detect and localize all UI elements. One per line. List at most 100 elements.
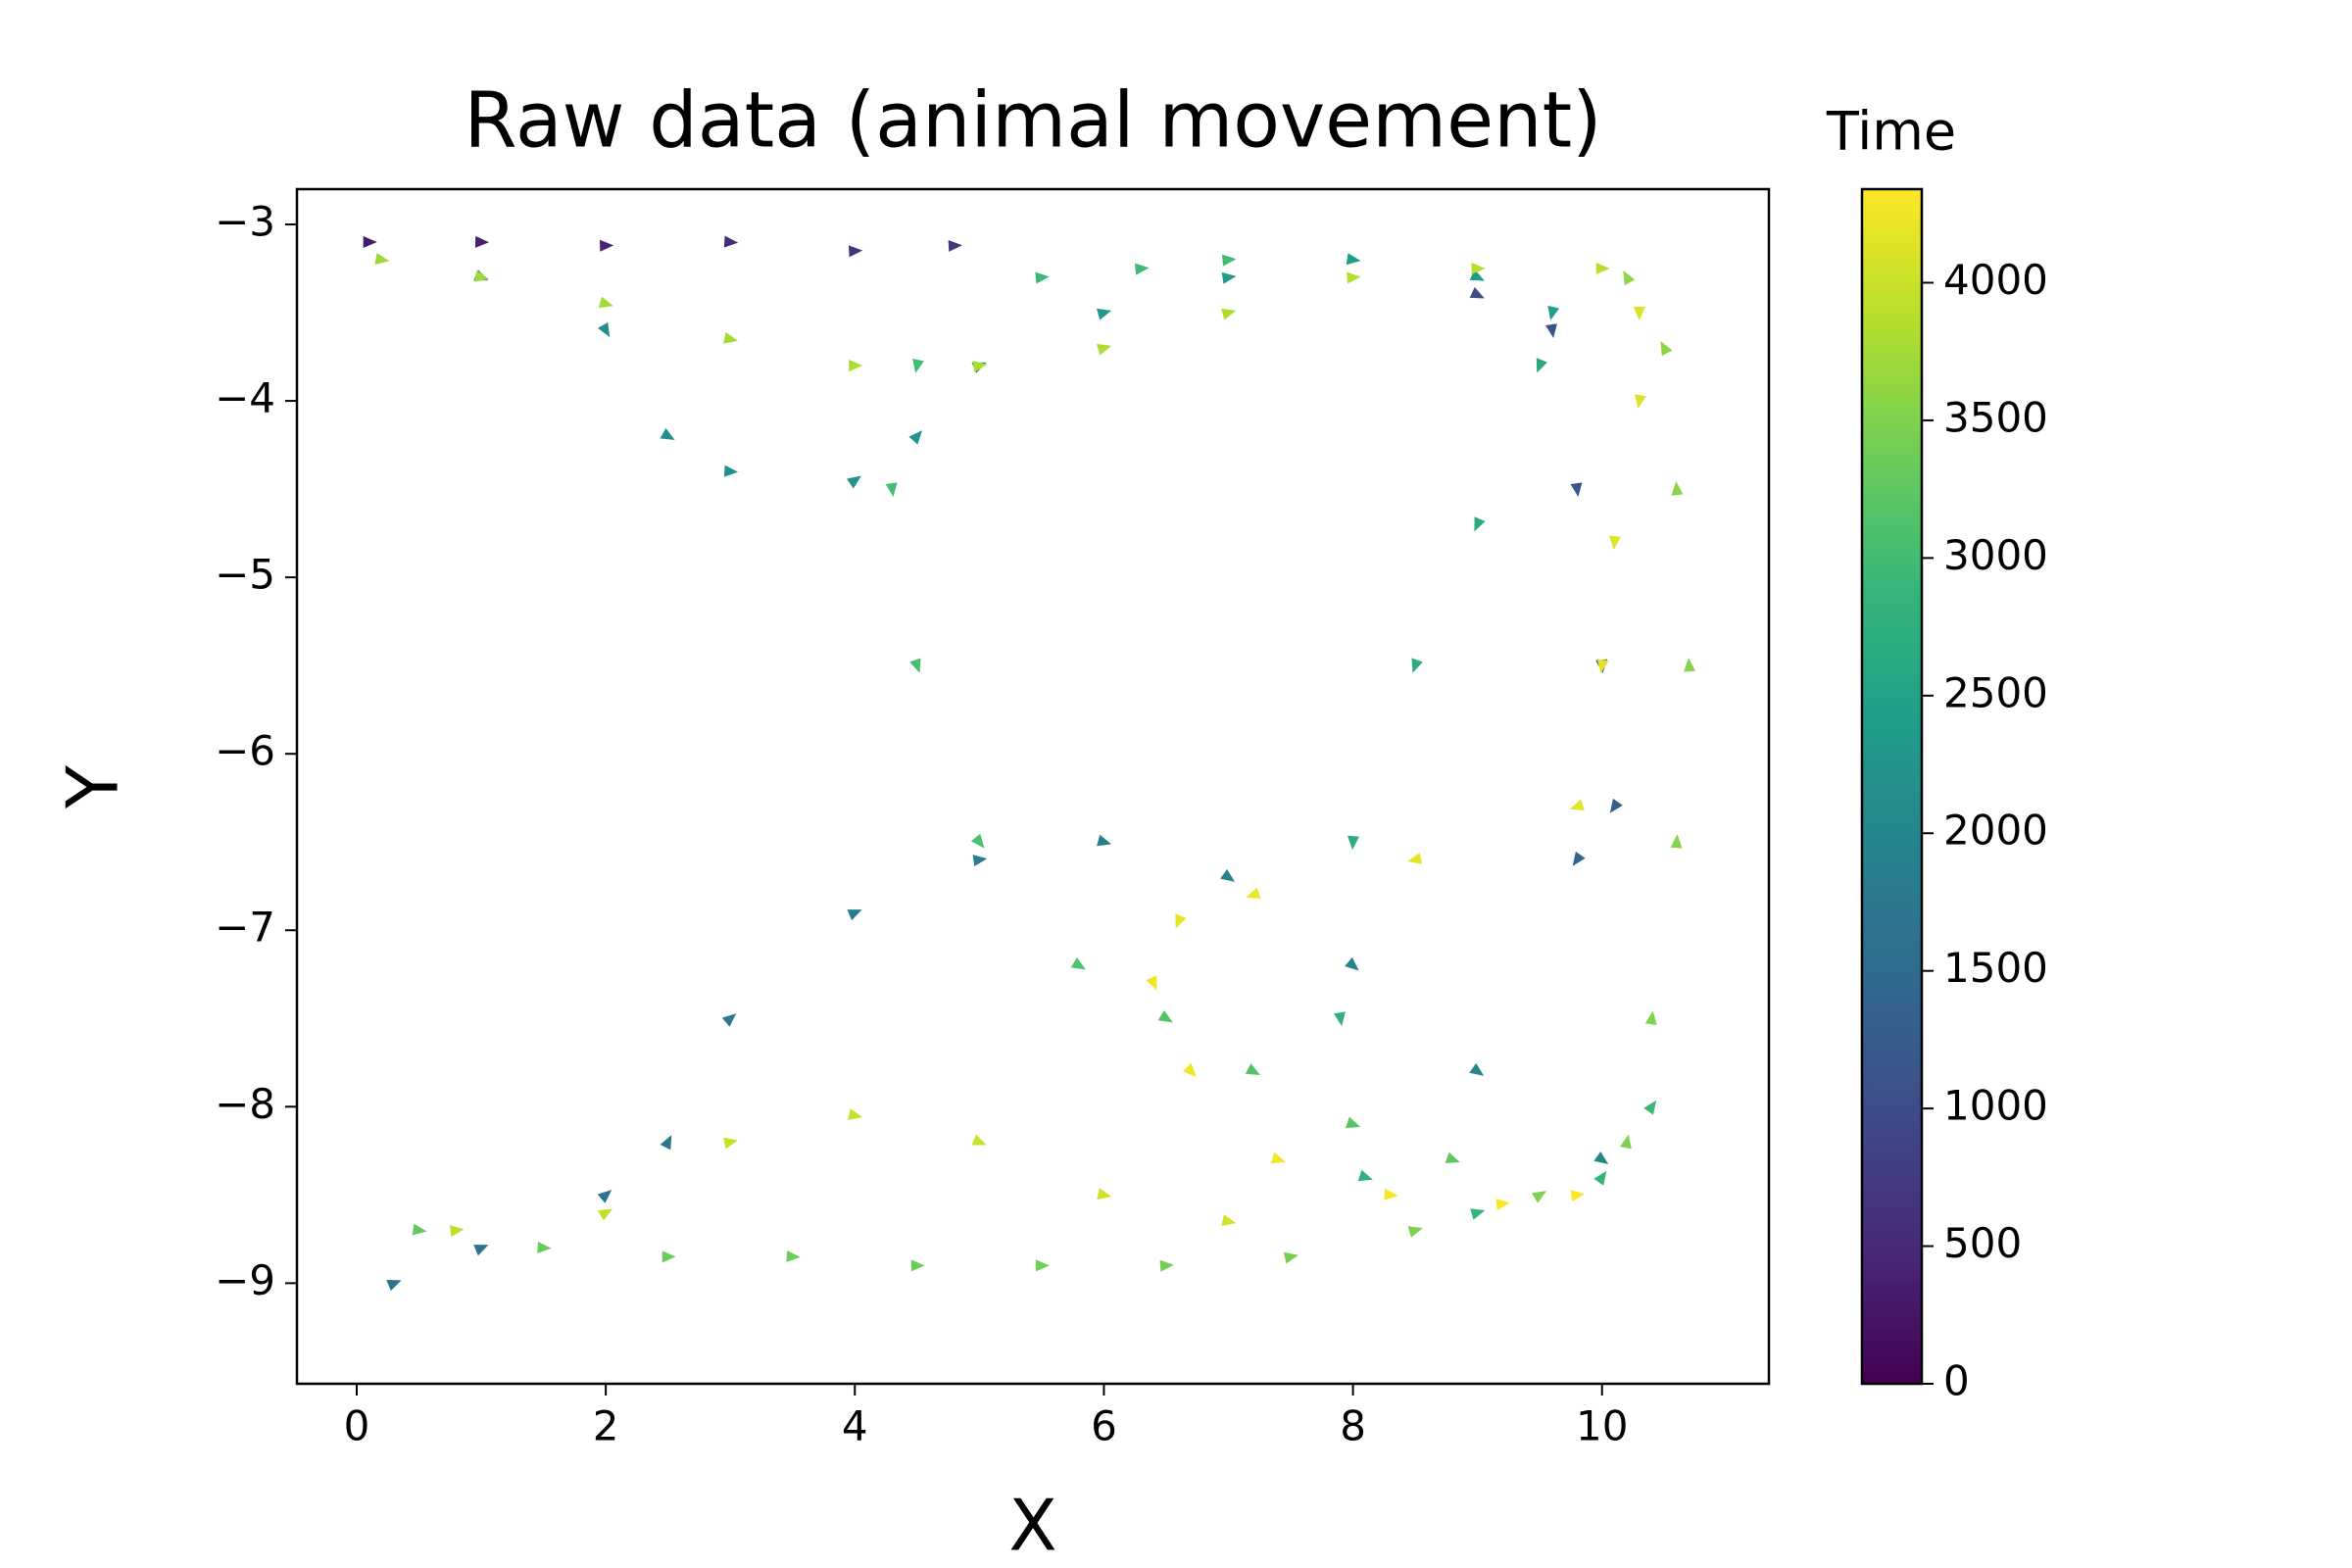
arrow [1445, 1152, 1460, 1163]
y-tick-label: −5 [215, 551, 275, 599]
arrow [909, 658, 921, 673]
arrow [1097, 834, 1112, 847]
colorbar-tick-label: 2000 [1943, 807, 2048, 855]
arrow [597, 1208, 613, 1221]
arrow [1407, 1226, 1423, 1238]
colorbar-tick-label: 1500 [1943, 944, 2048, 992]
arrow [1644, 1010, 1657, 1026]
arrow [1572, 851, 1586, 866]
arrow [473, 270, 489, 282]
arrow [1536, 358, 1547, 373]
arrow [1547, 305, 1560, 320]
chart-title: Raw data (animal movement) [464, 76, 1601, 165]
arrow [1620, 1134, 1632, 1150]
arrow [1245, 1063, 1260, 1076]
plot-frame [295, 187, 1771, 1386]
arrow [910, 1259, 925, 1272]
arrow [1671, 481, 1684, 496]
y-tick-label: −8 [215, 1080, 275, 1128]
colorbar-tick-label: 3000 [1943, 531, 2048, 579]
arrow [1221, 254, 1237, 267]
arrow [537, 1241, 552, 1253]
arrow [597, 321, 611, 337]
arrow [971, 1134, 987, 1146]
colorbar-tick-label: 4000 [1943, 256, 2048, 304]
arrow [1660, 340, 1673, 357]
arrow [374, 253, 390, 265]
x-tick-label: 8 [1340, 1402, 1366, 1450]
x-tick-label: 2 [593, 1402, 619, 1450]
arrow [1471, 263, 1486, 275]
arrow [847, 909, 862, 921]
arrow [912, 358, 924, 373]
arrow [970, 833, 985, 849]
arrow [1495, 1199, 1511, 1211]
arrow [1097, 1188, 1112, 1200]
y-axis-label: Y [52, 764, 134, 809]
arrow [1182, 1062, 1198, 1077]
arrow [1357, 1169, 1373, 1182]
arrow [1634, 394, 1646, 409]
arrow [1593, 1170, 1607, 1186]
colorbar-tick-label: 1000 [1943, 1082, 2048, 1130]
arrow [660, 1135, 672, 1151]
arrow [1221, 308, 1237, 320]
arrow [1570, 482, 1583, 498]
x-tick-label: 0 [344, 1402, 370, 1450]
arrow [1070, 957, 1086, 970]
arrow [474, 235, 490, 248]
arrow [1643, 1100, 1657, 1115]
arrow [948, 239, 962, 252]
arrow [1596, 659, 1609, 674]
arrow [1146, 975, 1157, 991]
arrow [1469, 1062, 1485, 1076]
y-tick-label: −7 [215, 904, 275, 952]
arrow [1346, 253, 1361, 266]
arrow [1348, 835, 1359, 851]
x-axis-label: X [1008, 1485, 1056, 1567]
arrow [1474, 516, 1486, 532]
colorbar-label: Time [1826, 101, 1956, 163]
colorbar-tick-label: 0 [1943, 1357, 1970, 1405]
arrow [1035, 271, 1050, 284]
arrow [1633, 307, 1645, 321]
arrow [473, 1245, 489, 1256]
arrow [1334, 1011, 1346, 1027]
arrow [1570, 1190, 1586, 1201]
arrow [1670, 834, 1683, 849]
arrow [1531, 1191, 1547, 1203]
arrow [1097, 343, 1112, 356]
arrow [1159, 1259, 1174, 1272]
x-tick-label: 4 [842, 1402, 868, 1450]
arrow [1220, 868, 1236, 882]
arrow [1411, 658, 1423, 673]
arrow [1407, 853, 1423, 864]
arrow [723, 235, 739, 248]
arrow [885, 482, 898, 498]
arrow [1175, 913, 1187, 929]
arrow [1384, 1188, 1398, 1200]
arrow [597, 1190, 612, 1203]
plot-area [363, 235, 1696, 1292]
arrow [1246, 887, 1261, 899]
arrow [363, 236, 377, 249]
arrow [412, 1223, 427, 1236]
arrow [1035, 1259, 1050, 1272]
arrow [1609, 798, 1623, 813]
arrow [849, 360, 863, 372]
arrow [1469, 287, 1485, 299]
arrow [1134, 263, 1150, 275]
arrow [1345, 1116, 1361, 1128]
arrow [386, 1280, 402, 1292]
arrow [1283, 1251, 1298, 1264]
arrow [1684, 658, 1696, 672]
arrow [1545, 323, 1557, 338]
arrow [972, 855, 988, 867]
y-tick-label: −4 [215, 374, 275, 422]
arrow [1623, 270, 1636, 286]
arrow [723, 331, 739, 344]
arrow [1345, 956, 1359, 971]
colorbar-tick-label: 3500 [1943, 393, 2048, 441]
arrow [721, 1013, 737, 1027]
y-tick-label: −9 [215, 1256, 275, 1304]
